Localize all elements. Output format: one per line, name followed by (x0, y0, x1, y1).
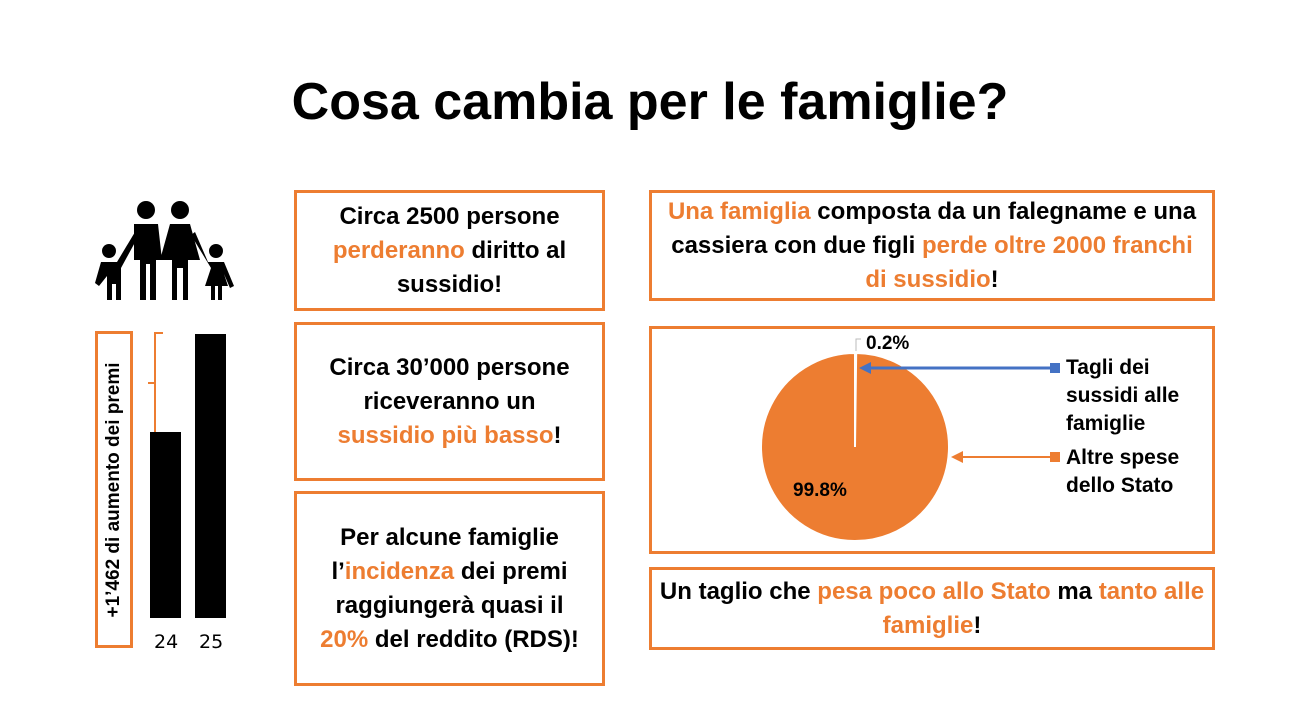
text-segment: Per alcune famiglie l’ (331, 523, 559, 585)
text-segment: sussidio più basso (337, 421, 554, 449)
text-segment: ma (1050, 577, 1099, 605)
text-segment: Circa 2500 persone (339, 202, 560, 230)
family-icon (95, 201, 234, 300)
tick-label-24: 24 (154, 631, 179, 653)
increase-brace (148, 332, 163, 434)
text-segment: ! (990, 265, 999, 293)
text-segment: incidenza (344, 557, 455, 585)
pie-label-large: 99.8% (793, 480, 847, 501)
legend-marker-cuts (1050, 363, 1060, 373)
text-segment: dei premi raggiungerà quasi il (335, 557, 568, 619)
box-lost-subsidy: Circa 2500 persone perderanno diritto al… (294, 190, 605, 311)
bar-24 (150, 432, 181, 618)
text-segment: 20% (320, 625, 369, 653)
text-segment: composta da un falegname e una cassiera … (671, 197, 1197, 259)
legend-cuts: Tagli dei sussidi alle famiglie (1066, 356, 1180, 435)
text-segment: pesa poco allo Stato (817, 577, 1051, 605)
page-title: Cosa cambia per le famiglie? (291, 73, 1009, 131)
box-conclusion: Un taglio che pesa poco allo Stato ma ta… (649, 567, 1215, 650)
bar-25 (195, 334, 226, 618)
text-segment: Un taglio che (659, 577, 818, 605)
legend-marker-other (1050, 452, 1060, 462)
tick-label-25: 25 (199, 631, 224, 653)
text-segment: diritto al sussidio! (396, 236, 567, 298)
text-segment: del reddito (RDS)! (368, 625, 579, 653)
arrowhead-cuts (859, 362, 871, 374)
legend-other: Altre spese dello Stato (1066, 446, 1180, 497)
text-segment: Circa 30’000 persone riceveranno un (329, 353, 570, 415)
text-segment: perde oltre 2000 franchi di sussidio (865, 231, 1193, 293)
premium-increase-label: +1’462 di aumento dei premi (95, 331, 133, 648)
box-lower-subsidy: Circa 30’000 persone riceveranno un suss… (294, 322, 605, 481)
pie-chart (760, 338, 1060, 542)
box-family-example: Una famiglia composta da un falegname e … (649, 190, 1215, 301)
pie-label-small: 0.2% (866, 333, 910, 354)
text-segment: ! (973, 611, 982, 639)
text-segment: perderanno (332, 236, 465, 264)
premium-increase-text: +1’462 di aumento dei premi (103, 361, 124, 618)
arrowhead-other (951, 451, 963, 463)
leader-line (855, 338, 861, 351)
pie-chart-box (649, 326, 1215, 554)
box-incidence: Per alcune famiglie l’incidenza dei prem… (294, 491, 605, 686)
text-segment: tanto alle famiglie (882, 577, 1205, 639)
text-segment: Una famiglia (667, 197, 811, 225)
pie-slice-1 (760, 351, 950, 542)
text-segment: ! (553, 421, 562, 449)
